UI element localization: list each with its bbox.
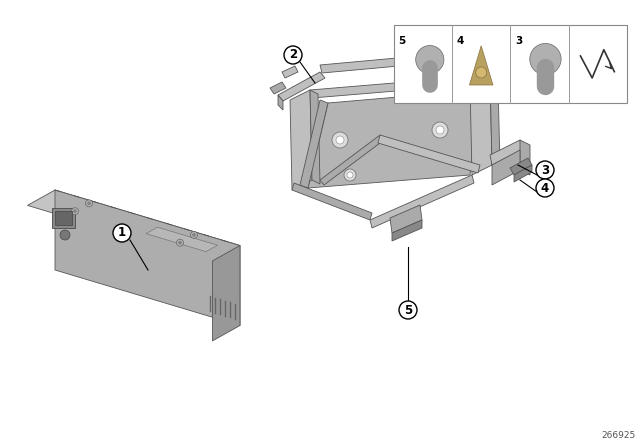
Circle shape <box>60 230 70 240</box>
Circle shape <box>436 126 444 134</box>
Circle shape <box>72 208 79 215</box>
Polygon shape <box>310 90 320 184</box>
Circle shape <box>536 161 554 179</box>
Polygon shape <box>520 140 530 175</box>
Polygon shape <box>270 82 286 94</box>
Circle shape <box>432 122 448 138</box>
Polygon shape <box>470 75 492 175</box>
Polygon shape <box>514 165 532 182</box>
Bar <box>394 25 627 103</box>
Polygon shape <box>52 208 75 228</box>
Polygon shape <box>300 100 328 188</box>
Circle shape <box>399 301 417 319</box>
Circle shape <box>179 241 181 244</box>
Polygon shape <box>292 183 372 220</box>
Polygon shape <box>430 55 432 68</box>
Polygon shape <box>212 246 240 341</box>
Polygon shape <box>278 72 325 101</box>
Text: 4: 4 <box>541 181 549 194</box>
Polygon shape <box>390 205 422 233</box>
Circle shape <box>530 43 561 75</box>
Circle shape <box>86 200 93 207</box>
Text: 3: 3 <box>541 164 549 177</box>
Text: 266925: 266925 <box>602 431 636 440</box>
Circle shape <box>113 224 131 242</box>
Circle shape <box>177 239 184 246</box>
Polygon shape <box>492 150 520 185</box>
Polygon shape <box>55 190 240 326</box>
Text: 3: 3 <box>515 36 522 47</box>
Circle shape <box>336 136 344 144</box>
Polygon shape <box>392 220 422 241</box>
Polygon shape <box>282 66 298 78</box>
Polygon shape <box>146 227 218 252</box>
Polygon shape <box>320 55 432 73</box>
Polygon shape <box>55 211 72 225</box>
Polygon shape <box>320 135 384 185</box>
Circle shape <box>284 46 302 64</box>
Circle shape <box>536 179 554 197</box>
Text: 1: 1 <box>118 227 126 240</box>
Polygon shape <box>308 90 480 188</box>
Polygon shape <box>310 75 492 98</box>
Polygon shape <box>370 175 474 228</box>
Polygon shape <box>290 90 312 190</box>
Circle shape <box>74 210 76 213</box>
Circle shape <box>476 67 486 78</box>
Text: 5: 5 <box>404 303 412 316</box>
Polygon shape <box>510 158 532 175</box>
Text: 5: 5 <box>398 36 406 47</box>
Polygon shape <box>278 95 283 110</box>
Text: 2: 2 <box>289 48 297 61</box>
Text: 4: 4 <box>457 36 464 47</box>
Circle shape <box>347 172 353 178</box>
Polygon shape <box>470 46 493 85</box>
Circle shape <box>332 132 348 148</box>
Circle shape <box>88 202 90 205</box>
Polygon shape <box>490 75 500 170</box>
Circle shape <box>193 233 195 236</box>
Polygon shape <box>378 135 480 173</box>
Polygon shape <box>28 190 240 261</box>
Circle shape <box>416 46 444 74</box>
Polygon shape <box>490 140 522 165</box>
Circle shape <box>191 231 198 238</box>
Circle shape <box>344 169 356 181</box>
